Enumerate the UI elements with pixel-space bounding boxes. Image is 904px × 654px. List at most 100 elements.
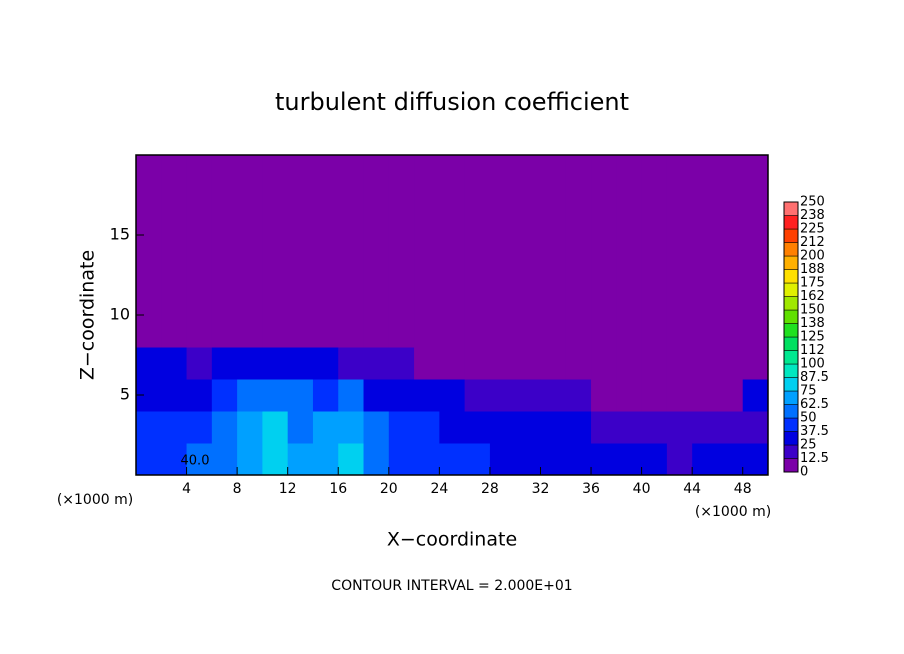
- cell: [312, 315, 339, 348]
- cell: [692, 251, 718, 284]
- cell: [363, 219, 390, 252]
- cell: [464, 155, 491, 188]
- cell: [641, 443, 668, 476]
- cell: [439, 443, 466, 476]
- cell: [591, 411, 617, 444]
- cell: [616, 155, 643, 188]
- cell: [641, 251, 668, 284]
- cell: [692, 411, 718, 444]
- x-tick-label: 16: [329, 481, 347, 497]
- cell: [515, 379, 541, 412]
- cell: [414, 443, 440, 476]
- cell: [363, 379, 390, 412]
- cell: [489, 411, 516, 444]
- cell: [439, 379, 466, 412]
- cell: [312, 283, 339, 316]
- cell: [515, 347, 541, 380]
- x-tick-label: 48: [734, 481, 752, 497]
- cell: [414, 411, 440, 444]
- cell: [591, 443, 617, 476]
- cell: [136, 315, 162, 348]
- cell: [161, 443, 188, 476]
- cell: [338, 379, 365, 412]
- colorbar-label: 25: [800, 438, 817, 453]
- cell: [717, 315, 744, 348]
- cell: [388, 283, 415, 316]
- cell: [489, 347, 516, 380]
- cell: [742, 347, 769, 380]
- cell: [515, 155, 541, 188]
- colorbar-swatch: [783, 282, 799, 297]
- cell: [742, 283, 769, 316]
- cell: [641, 219, 668, 252]
- cell: [312, 155, 339, 188]
- cell: [616, 347, 643, 380]
- cell: [692, 443, 718, 476]
- cell: [312, 443, 339, 476]
- colorbar-swatch: [783, 242, 799, 257]
- cell: [161, 251, 188, 284]
- cell: [287, 443, 314, 476]
- cell: [287, 187, 314, 220]
- cell: [388, 251, 415, 284]
- cell: [211, 315, 238, 348]
- cell: [565, 347, 592, 380]
- colorbar-swatch: [783, 444, 799, 459]
- colorbar-label: 87.5: [800, 370, 829, 385]
- cell: [591, 283, 617, 316]
- cell: [388, 187, 415, 220]
- cell: [338, 315, 365, 348]
- cell: [666, 155, 693, 188]
- cell: [591, 187, 617, 220]
- cell: [262, 379, 289, 412]
- colorbar-label: 150: [800, 303, 825, 318]
- cell: [287, 155, 314, 188]
- cell: [464, 347, 491, 380]
- cell: [616, 315, 643, 348]
- cell: [338, 283, 365, 316]
- colorbar-label: 125: [800, 330, 825, 345]
- cell: [211, 155, 238, 188]
- cell: [211, 411, 238, 444]
- cell: [464, 219, 491, 252]
- cell: [186, 251, 213, 284]
- cell: [616, 283, 643, 316]
- colorbar-swatch: [783, 458, 799, 473]
- cell: [742, 443, 769, 476]
- colorbar-frame: [783, 201, 799, 473]
- cell: [136, 187, 162, 220]
- cell: [641, 379, 668, 412]
- cell: [287, 411, 314, 444]
- cell: [237, 155, 263, 188]
- cell: [565, 187, 592, 220]
- colorbar-label: 138: [800, 316, 825, 331]
- colorbar-swatch: [783, 323, 799, 338]
- cell: [464, 443, 491, 476]
- cell: [363, 155, 390, 188]
- cell: [136, 347, 162, 380]
- cell: [262, 411, 289, 444]
- cell: [161, 315, 188, 348]
- cell: [464, 187, 491, 220]
- cell: [237, 411, 263, 444]
- cell: [439, 315, 466, 348]
- cell: [338, 187, 365, 220]
- cell: [641, 347, 668, 380]
- cell: [540, 379, 567, 412]
- cell: [414, 379, 440, 412]
- cell: [312, 187, 339, 220]
- colorbar-swatch: [783, 404, 799, 419]
- cell: [616, 251, 643, 284]
- colorbar-swatch: [783, 228, 799, 243]
- cell: [312, 347, 339, 380]
- cell: [616, 219, 643, 252]
- cell: [338, 411, 365, 444]
- cell: [565, 411, 592, 444]
- cell: [414, 347, 440, 380]
- cell: [489, 187, 516, 220]
- cell: [161, 187, 188, 220]
- colorbar-swatch: [783, 336, 799, 351]
- cell: [439, 251, 466, 284]
- cell: [591, 155, 617, 188]
